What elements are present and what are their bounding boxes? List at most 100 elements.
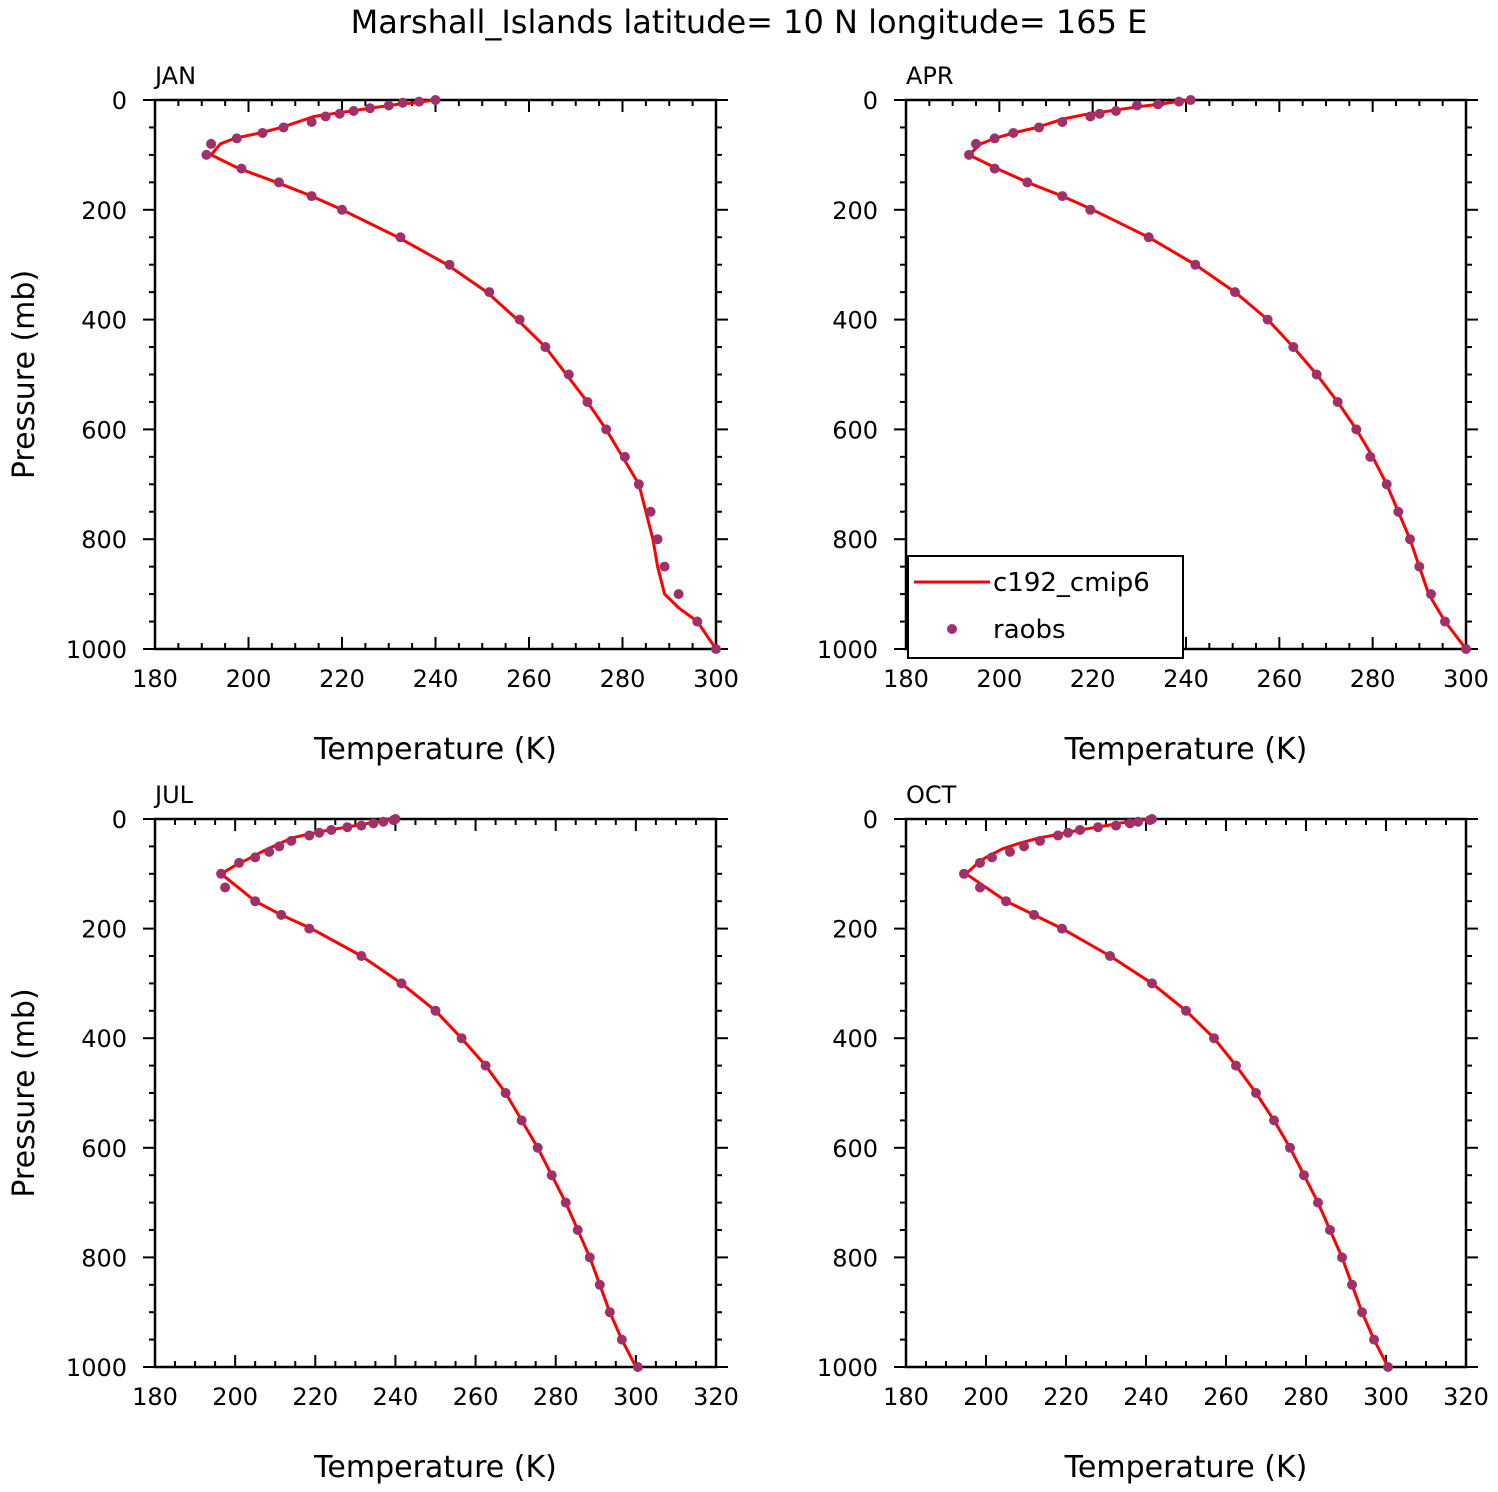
raobs-point [601, 424, 612, 435]
raobs-point [278, 122, 289, 133]
raobs-point [1299, 1170, 1309, 1181]
x-tick-label: 320 [1443, 1383, 1489, 1411]
y-tick-label: 200 [81, 916, 127, 944]
raobs-point [560, 1197, 571, 1208]
legend-marker-swatch [947, 624, 957, 634]
raobs-point [430, 1005, 441, 1016]
x-tick-label: 200 [976, 665, 1022, 693]
y-axis-label: Pressure (mb) [7, 270, 42, 479]
raobs-point [584, 1252, 595, 1263]
y-tick-label: 400 [81, 1025, 127, 1053]
raobs-point [989, 133, 1000, 144]
raobs-point [1332, 396, 1343, 407]
raobs-point [1035, 835, 1045, 846]
raobs-point [1231, 1060, 1241, 1071]
raobs-point [273, 177, 284, 188]
y-tick-label: 200 [832, 916, 878, 944]
raobs-point [1347, 1279, 1357, 1290]
raobs-point [480, 1060, 491, 1071]
raobs-point [306, 116, 317, 127]
series-line-c192-cmip6 [219, 817, 638, 1368]
raobs-point [257, 127, 268, 138]
raobs-point [334, 108, 345, 119]
y-tick-label: 800 [832, 1244, 878, 1272]
x-tick-label: 280 [1283, 1383, 1329, 1411]
raobs-point [1005, 846, 1015, 857]
raobs-point [1288, 342, 1299, 353]
raobs-point [396, 978, 407, 989]
raobs-point [1269, 1115, 1279, 1126]
y-tick-label: 0 [112, 806, 127, 834]
x-tick-label: 240 [1163, 665, 1209, 693]
raobs-point [286, 835, 297, 846]
raobs-point [1001, 896, 1011, 907]
raobs-point [378, 816, 389, 827]
y-axis-label: Pressure (mb) [7, 988, 42, 1197]
x-tick-label: 180 [883, 665, 929, 693]
raobs-point [1325, 1225, 1335, 1235]
y-tick-label: 400 [832, 307, 878, 335]
x-tick-label: 240 [1123, 1383, 1169, 1411]
series-line-c192-cmip6 [964, 817, 1390, 1368]
panel-label: JAN [153, 62, 196, 90]
raobs-point [514, 314, 525, 325]
raobs-point [342, 822, 353, 833]
y-tick-label: 1000 [66, 1354, 127, 1382]
raobs-point [673, 589, 684, 600]
legend-model-label: c192_cmip6 [993, 568, 1150, 598]
raobs-point [1093, 822, 1103, 833]
x-tick-label: 220 [292, 1383, 338, 1411]
raobs-point [395, 232, 406, 243]
raobs-point [320, 111, 331, 122]
raobs-point [1133, 816, 1143, 827]
raobs-point [206, 138, 217, 149]
raobs-point [456, 1033, 467, 1044]
raobs-point [250, 896, 261, 907]
raobs-point [1053, 830, 1063, 841]
raobs-point [337, 204, 347, 215]
raobs-point [1147, 978, 1157, 989]
x-tick-label: 300 [1363, 1383, 1409, 1411]
x-axis-label: Temperature (K) [1064, 732, 1308, 767]
y-tick-label: 600 [832, 1135, 878, 1163]
x-tick-label: 220 [1070, 665, 1116, 693]
y-tick-label: 400 [832, 1025, 878, 1053]
raobs-point [1019, 841, 1029, 852]
raobs-point [388, 815, 399, 826]
raobs-point [1383, 1362, 1393, 1372]
x-tick-label: 220 [1043, 1383, 1089, 1411]
raobs-point [711, 644, 721, 654]
y-tick-label: 600 [81, 1135, 127, 1163]
x-tick-label: 260 [1256, 665, 1302, 693]
raobs-point [356, 820, 367, 831]
raobs-point [368, 818, 379, 829]
raobs-point [1365, 451, 1376, 462]
raobs-point [1357, 1307, 1367, 1318]
raobs-point [397, 97, 408, 108]
raobs-point [964, 149, 974, 160]
y-tick-label: 800 [81, 526, 127, 554]
raobs-point [306, 191, 317, 202]
panel-apr: 180 200 220 240 260 280 300 0 200 400 600 800 1000 AP… [817, 62, 1489, 767]
raobs-point [652, 534, 663, 545]
x-tick-label: 180 [132, 665, 178, 693]
x-tick-label: 320 [693, 1383, 739, 1411]
x-tick-label: 300 [693, 665, 739, 693]
x-tick-label: 300 [613, 1383, 659, 1411]
raobs-point [234, 857, 245, 868]
raobs-point [1029, 909, 1039, 920]
x-axis-label: Temperature (K) [313, 1450, 557, 1485]
raobs-point [1337, 1252, 1347, 1263]
x-tick-label: 260 [453, 1383, 499, 1411]
x-tick-label: 280 [533, 1383, 579, 1411]
raobs-point [444, 259, 455, 270]
raobs-point [1440, 616, 1450, 627]
plot-frame [153, 817, 718, 1369]
raobs-point [304, 830, 315, 841]
raobs-point [1185, 95, 1196, 105]
raobs-point [1057, 923, 1067, 934]
raobs-point [500, 1088, 511, 1098]
raobs-point [276, 909, 287, 920]
raobs-point [414, 96, 425, 107]
